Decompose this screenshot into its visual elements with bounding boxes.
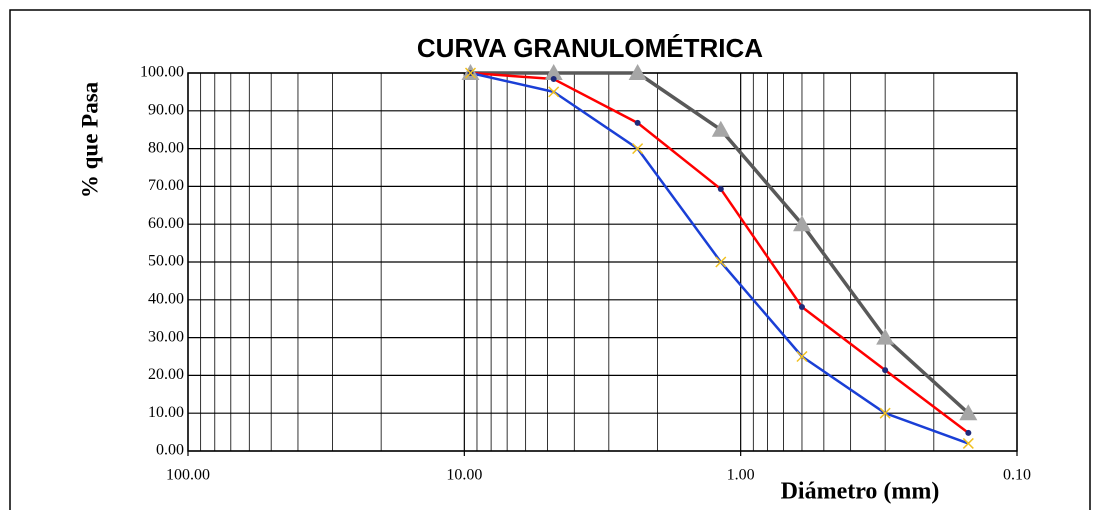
y-tick-label: 10.00	[148, 404, 184, 421]
marker	[882, 367, 889, 374]
y-tick-label: 40.00	[148, 290, 184, 307]
y-tick-label: 30.00	[148, 328, 184, 345]
marker	[715, 256, 727, 268]
marker	[876, 328, 895, 345]
marker	[628, 64, 647, 80]
marker	[965, 429, 972, 436]
x-tick-label: 1.00	[727, 467, 755, 484]
marker	[962, 437, 974, 449]
marker	[879, 407, 891, 419]
marker	[717, 186, 724, 193]
y-tick-label: 0.00	[156, 442, 184, 459]
marker	[544, 64, 563, 80]
y-tick-label: 80.00	[148, 139, 184, 156]
y-axis-label: % que Pasa	[77, 81, 102, 198]
marker	[711, 120, 730, 137]
x-axis-label: Diámetro (mm)	[781, 479, 940, 505]
x-tick-label: 100.00	[166, 467, 210, 484]
marker	[796, 350, 808, 363]
chart-frame	[9, 9, 1091, 510]
marker	[464, 67, 477, 79]
marker	[548, 86, 560, 98]
marker	[792, 215, 811, 232]
marker	[798, 303, 805, 310]
y-tick-label: 100.00	[140, 64, 184, 81]
marker	[634, 119, 641, 126]
x-tick-label: 0.10	[1003, 467, 1031, 484]
marker	[632, 143, 644, 155]
chart-title: CURVA GRANULOMÉTRICA	[417, 33, 763, 63]
y-tick-label: 60.00	[148, 215, 184, 232]
y-tick-label: 20.00	[148, 366, 184, 383]
x-tick-label: 10.00	[446, 467, 482, 484]
marker	[959, 404, 978, 421]
y-tick-label: 50.00	[148, 253, 184, 270]
y-tick-label: 70.00	[148, 177, 184, 194]
marker	[550, 76, 557, 83]
y-tick-label: 90.00	[148, 101, 184, 118]
